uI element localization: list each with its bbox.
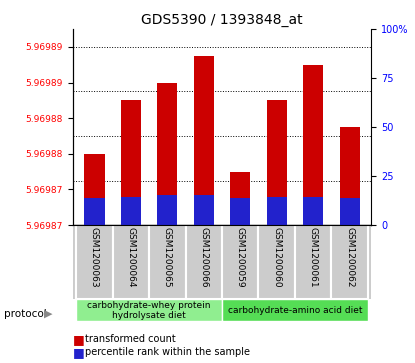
Text: carbohydrate-whey protein
hydrolysate diet: carbohydrate-whey protein hydrolysate di… — [88, 301, 211, 320]
Text: ■: ■ — [73, 333, 84, 346]
Bar — [149, 225, 186, 299]
Text: ▶: ▶ — [44, 309, 52, 319]
Bar — [121, 196, 141, 225]
Bar — [267, 100, 287, 225]
Text: GSM1200061: GSM1200061 — [309, 227, 317, 288]
Bar — [222, 299, 368, 321]
Bar — [85, 154, 105, 225]
Bar — [157, 195, 177, 225]
Bar — [157, 82, 177, 225]
Text: carbohydrate-amino acid diet: carbohydrate-amino acid diet — [228, 306, 362, 315]
Text: GSM1200063: GSM1200063 — [90, 227, 99, 288]
Bar — [339, 127, 359, 225]
Text: protocol: protocol — [4, 309, 47, 319]
Bar — [295, 225, 331, 299]
Title: GDS5390 / 1393848_at: GDS5390 / 1393848_at — [141, 13, 303, 26]
Text: GSM1200064: GSM1200064 — [127, 227, 135, 288]
Bar — [222, 225, 259, 299]
Bar — [303, 65, 323, 225]
Text: GSM1200060: GSM1200060 — [272, 227, 281, 288]
Bar — [194, 195, 214, 225]
Bar — [76, 225, 113, 299]
Bar — [121, 100, 141, 225]
Bar — [303, 196, 323, 225]
Bar — [194, 56, 214, 225]
Bar — [259, 225, 295, 299]
Text: GSM1200065: GSM1200065 — [163, 227, 172, 288]
Bar — [113, 225, 149, 299]
Text: transformed count: transformed count — [85, 334, 176, 344]
Text: percentile rank within the sample: percentile rank within the sample — [85, 347, 250, 357]
Text: ■: ■ — [73, 346, 84, 359]
Bar — [76, 299, 222, 321]
Text: GSM1200062: GSM1200062 — [345, 227, 354, 288]
Bar — [331, 225, 368, 299]
Bar — [85, 198, 105, 225]
Bar — [230, 198, 250, 225]
Bar — [186, 225, 222, 299]
Text: GSM1200066: GSM1200066 — [199, 227, 208, 288]
Bar — [230, 172, 250, 225]
Bar — [267, 196, 287, 225]
Text: GSM1200059: GSM1200059 — [236, 227, 245, 288]
Bar — [339, 198, 359, 225]
